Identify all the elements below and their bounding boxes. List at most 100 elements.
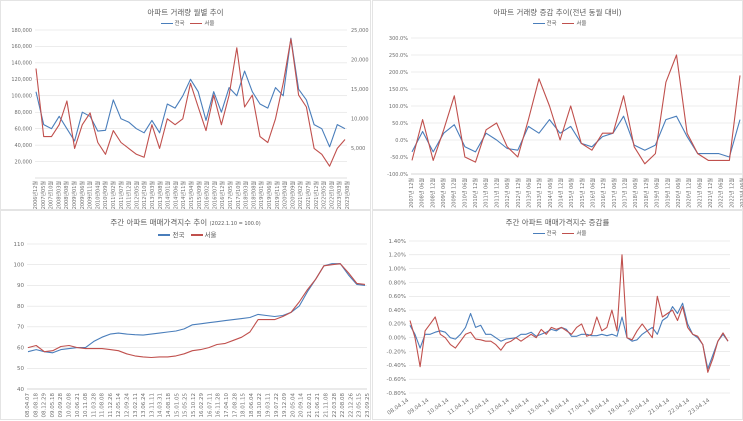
x-tick-label: 2017년 12월	[622, 178, 629, 208]
x-tick-label: 2015년 12월	[579, 178, 586, 208]
x-tick-label: 23.05.15	[357, 393, 363, 418]
x-tick-label: 2012년10월	[141, 181, 148, 210]
x-tick-label: 2016년 12월	[600, 178, 607, 208]
x-tick-label: 2017년 06월	[611, 178, 618, 208]
x-tick-label: 2012년 12월	[515, 178, 522, 208]
x-tick-label: 2009년06월	[79, 181, 86, 210]
x-tick-label: 2008년 06월	[419, 178, 426, 208]
x-tick-label: 2011년 12월	[493, 178, 500, 208]
x-tick-label: 22.12.26	[348, 393, 354, 418]
x-tick-label: 18.10.22	[257, 393, 263, 418]
x-tick-label: 08.08.18	[33, 393, 39, 418]
series-line-seoul	[28, 264, 365, 358]
x-tick-label: 2010년 06월	[461, 178, 468, 208]
x-tick-label: 2023년 06월	[739, 178, 743, 208]
y-tick-label: 80,000	[15, 110, 33, 116]
x-tick-label: 09.09.28	[58, 393, 64, 418]
y-tick-label: 100.0%	[389, 104, 408, 110]
x-tick-label: 16.02.29	[199, 393, 205, 418]
y-tick-label: 1.00%	[389, 266, 406, 272]
y-tick-label: -0.80%	[387, 391, 406, 397]
y-tick-label: 1.20%	[389, 253, 406, 259]
y-tick-label: 180,000	[11, 28, 32, 34]
x-tick-label: 2015년09월	[196, 181, 203, 210]
x-tick-label: 2014년01월	[165, 181, 172, 210]
x-tick-label: 2008년 12월	[429, 178, 436, 208]
y-tick-label: 50.0%	[392, 121, 408, 127]
x-tick-label: 22.03.28	[332, 393, 338, 418]
x-tick-label: 2023년03월	[336, 181, 343, 210]
x-tick-label: 2011년12월	[126, 181, 133, 210]
x-tick-label: 2019년11월	[274, 181, 281, 210]
x-tick-label: 16.07.11	[207, 393, 213, 418]
series-line-national	[28, 264, 365, 353]
x-tick-label: 2014년 12월	[557, 178, 564, 208]
y2-tick-label: 20,000	[351, 57, 369, 63]
x-tick-label: 18.06.04	[249, 393, 255, 418]
x-tick-label: 2014년 06월	[547, 178, 554, 208]
y-tick-label: 60,000	[15, 126, 33, 132]
x-tick-label: 2018년 06월	[632, 178, 639, 208]
x-tick-label: 2015년 06월	[568, 178, 575, 208]
x-tick-label: 15.01.05	[174, 393, 180, 418]
y-tick-label: 300.0%	[389, 36, 408, 42]
y-tick-label: 150.0%	[389, 87, 408, 93]
y-tick-label: 0.00%	[389, 336, 406, 342]
y-tick-label: 140,000	[11, 61, 32, 67]
series-line-seoul	[36, 39, 345, 166]
y-tick-label: -0.20%	[387, 349, 406, 355]
y-tick-label: 20,000	[15, 159, 33, 165]
x-tick-label: 2018년03월	[243, 181, 250, 210]
x-tick-label: 19.03.11	[265, 393, 271, 418]
x-tick-label: 2011년02월	[110, 181, 117, 210]
chart-plot: 20,00040,00060,00080,000100,000120,00014…	[1, 1, 372, 211]
y-tick-label: 0.20%	[389, 322, 406, 328]
x-tick-label: 2020년09월	[289, 181, 296, 210]
x-tick-label: 2011년 06월	[483, 178, 490, 208]
x-tick-label: 22.08.08	[340, 393, 346, 418]
x-tick-label: 13.11.11	[149, 393, 155, 418]
chart-plot: -0.80%-0.60%-0.40%-0.20%0.00%0.20%0.40%0…	[373, 211, 743, 421]
x-tick-label: 2018년08월	[250, 181, 257, 210]
x-tick-label: 19.12.09	[282, 393, 288, 418]
y-tick-label: 40	[17, 387, 24, 393]
y-tick-label: 50	[17, 366, 24, 372]
y-tick-label: -0.60%	[387, 377, 406, 383]
x-tick-label: 09.05.18	[50, 393, 56, 418]
x-tick-label: 14.03.31	[158, 393, 164, 418]
x-tick-label: 2019년06월	[266, 181, 273, 210]
x-tick-label: 2019년01월	[258, 181, 265, 210]
chart-weekly-index: 주간 아파트 매매가격지수 추이 (2022.1.10 = 100.0) 전국 …	[0, 210, 371, 420]
x-tick-label: 2013년 06월	[525, 178, 532, 208]
x-tick-label: 2020년 12월	[686, 178, 693, 208]
x-tick-label: 13.06.24	[141, 393, 147, 418]
y2-tick-label: 10,000	[351, 117, 369, 123]
x-tick-label: 2014년11월	[180, 181, 187, 210]
x-tick-label: 2017년10월	[235, 181, 242, 210]
x-tick-label: 11.12.26	[108, 393, 114, 418]
series-line-seoul	[410, 255, 728, 372]
x-tick-label: 18.01.15	[241, 393, 247, 418]
chart-yoy-volume: 아파트 거래량 증감 추이(전년 동월 대비) 전국 서울 -100.0%-50…	[372, 0, 743, 210]
y-tick-label: 40,000	[15, 143, 33, 149]
x-tick-label: 2014년06월	[172, 181, 179, 210]
series-line-seoul	[412, 55, 740, 164]
x-tick-label: 13.02.11	[133, 393, 139, 418]
x-tick-label: 2021년 12월	[707, 178, 714, 208]
y-tick-label: 0.60%	[389, 294, 406, 300]
y-tick-label: 110	[14, 242, 25, 248]
y-tick-label: 60	[17, 345, 24, 351]
y2-tick-label: 5,000	[351, 146, 365, 152]
x-tick-label: 2009년11월	[87, 181, 94, 210]
x-tick-label: 12.09.24	[125, 393, 131, 418]
chart-weekly-change: 주간 아파트 매매가격지수 증감률 전국 서울 -0.80%-0.60%-0.4…	[372, 210, 743, 420]
x-tick-label: 2013년 12월	[536, 178, 543, 208]
x-tick-label: 14.08.18	[166, 393, 172, 418]
x-tick-label: 08.04.07	[25, 393, 31, 418]
x-tick-label: 2013년03월	[149, 181, 156, 210]
y-tick-label: 70	[17, 325, 24, 331]
x-tick-label: 2012년05월	[133, 181, 140, 210]
y2-tick-label: 15,000	[351, 87, 369, 93]
x-tick-label: 2010년09월	[102, 181, 109, 210]
